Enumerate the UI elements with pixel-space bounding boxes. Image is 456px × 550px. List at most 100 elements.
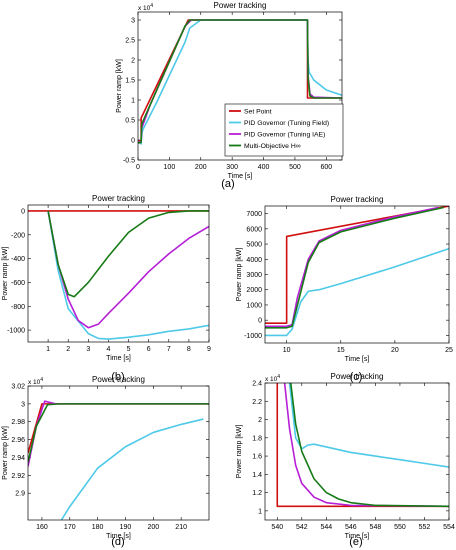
y-tick-label: 1: [131, 98, 135, 105]
legend-entry: Set Point: [244, 109, 272, 116]
x-axis-label: Time [s]: [106, 533, 131, 540]
x-tick-label: 6: [147, 346, 151, 353]
y-tick-label: 1.6: [252, 454, 262, 461]
y-tick-label: -0.5: [123, 158, 135, 165]
series-line-tuning-iae: [47, 210, 209, 329]
chart-panel-d: Power tracking 160 170 180 190 200 210 2.9 2.92 2…: [2, 375, 210, 548]
y-tick-label: 1.4: [252, 472, 262, 479]
series-line-multi-objective: [138, 19, 342, 144]
panel-caption: (b): [111, 371, 124, 383]
chart-title: Power tracking: [92, 194, 145, 203]
legend-box: [224, 103, 344, 157]
y-tick-label: 0: [131, 138, 135, 145]
x-tick-label: 25: [445, 347, 453, 354]
y-axis-label: Power ramp [kW]: [236, 248, 243, 302]
x-tick-label: 10: [283, 347, 291, 354]
plot-area: [28, 205, 209, 342]
x-tick-label: 7: [167, 346, 171, 353]
x-tick-label: 600: [320, 164, 332, 171]
plot-frame: [27, 385, 210, 521]
chart-panel-e: Power tracking 540 542 544 546 548 550 552 554 1 1…: [236, 372, 455, 548]
chart-panel-b: Power tracking 1 2 3 4 5 6 7 8 9 0 -200 -400 -600 -800…: [2, 194, 211, 383]
x-tick-label: 200: [195, 164, 207, 171]
y-tick-label: 3.02: [11, 384, 25, 391]
legend-entry: PID Governor (Tuning IAE): [244, 132, 325, 139]
y-tick-label: 1: [258, 508, 262, 515]
y-tick-label: 6000: [246, 226, 262, 233]
x-tick-label: 550: [394, 524, 406, 531]
y-tick-label: 0: [21, 208, 25, 215]
x-tick-label: 9: [207, 346, 211, 353]
y-tick-label: 2.96: [11, 437, 25, 444]
x-tick-label: 548: [370, 524, 382, 531]
y-tick-label: 3: [131, 18, 135, 25]
series-line-set-point: [265, 206, 449, 325]
y-tick-label: 0.5: [125, 118, 135, 125]
x-tick-label: 554: [443, 524, 455, 531]
x-tick-label: 20: [391, 347, 399, 354]
series-line-tuning-iae: [283, 383, 449, 508]
y-tick-label: 5000: [246, 242, 262, 249]
chart-title: Power tracking: [331, 372, 384, 381]
plot-frame: [264, 205, 450, 344]
x-tick-label: 400: [258, 164, 270, 171]
x-tick-label: 542: [296, 524, 308, 531]
x-tick-label: 160: [36, 524, 48, 531]
series-line-multi-objective: [47, 210, 209, 298]
x-tick-label: 210: [175, 524, 187, 531]
y-axis-label: Power ramp [kW]: [236, 425, 243, 479]
y-tick-label: 3000: [246, 272, 262, 279]
chart-title: Power tracking: [331, 195, 384, 204]
y-tick-label: 2.5: [125, 38, 135, 45]
series-line-multi-objective: [28, 403, 209, 463]
x-tick-label: 500: [289, 164, 301, 171]
x-tick-label: 190: [120, 524, 132, 531]
y-tick-label: 2: [258, 417, 262, 424]
x-tick-label: 0: [136, 164, 140, 171]
y-tick-label: -1000: [244, 333, 262, 340]
x-tick-label: 4: [106, 346, 110, 353]
series-line-tuning-field: [47, 210, 209, 340]
y-exponent-label: x 104: [265, 374, 280, 383]
y-tick-label: 1000: [246, 302, 262, 309]
x-tick-label: 15: [337, 347, 345, 354]
y-tick-label: 2.94: [11, 455, 25, 462]
y-tick-label: 4000: [246, 257, 262, 264]
x-tick-label: 2: [66, 346, 70, 353]
plot-area: [265, 383, 449, 520]
y-tick-label: 1.5: [125, 78, 135, 85]
y-tick-label: 2.98: [11, 419, 25, 426]
y-tick-label: 2000: [246, 287, 262, 294]
y-axis-label: Power ramp [kW]: [2, 247, 9, 301]
y-exponent-label: x 104: [138, 3, 153, 12]
series-line-tuning-field: [265, 247, 449, 337]
x-tick-label: 540: [271, 524, 283, 531]
legend-entry: PID Governor (Tuning Field): [244, 120, 329, 127]
y-tick-label: 2: [131, 58, 135, 65]
x-tick-label: 300: [226, 164, 238, 171]
series-line-multi-objective: [289, 383, 449, 508]
legend: Set Point PID Governor (Tuning Field) PID …: [224, 103, 344, 157]
series-line-tuning-iae: [265, 206, 439, 328]
y-tick-label: -1000: [7, 328, 25, 335]
y-tick-label: 2.92: [11, 473, 25, 480]
panel-caption: (a): [221, 178, 234, 190]
chart-title: Power tracking: [214, 1, 267, 10]
series-line-tuning-field: [60, 418, 204, 520]
x-tick-label: 1: [46, 346, 50, 353]
plot-frame: [137, 11, 343, 161]
panel-caption: (e): [349, 536, 362, 548]
y-tick-label: 2.2: [252, 399, 262, 406]
panel-caption: (d): [111, 536, 124, 548]
y-tick-label: 0: [258, 318, 262, 325]
y-tick-label: 2.4: [252, 381, 262, 388]
x-tick-label: 544: [320, 524, 332, 531]
y-tick-label: 3: [21, 401, 25, 408]
x-axis-label: Time [s]: [106, 355, 131, 362]
legend-entry: Multi-Objective H∞: [244, 143, 301, 150]
y-tick-label: 1.2: [252, 490, 262, 497]
x-tick-label: 8: [187, 346, 191, 353]
x-axis-label: Time [s]: [345, 533, 370, 540]
